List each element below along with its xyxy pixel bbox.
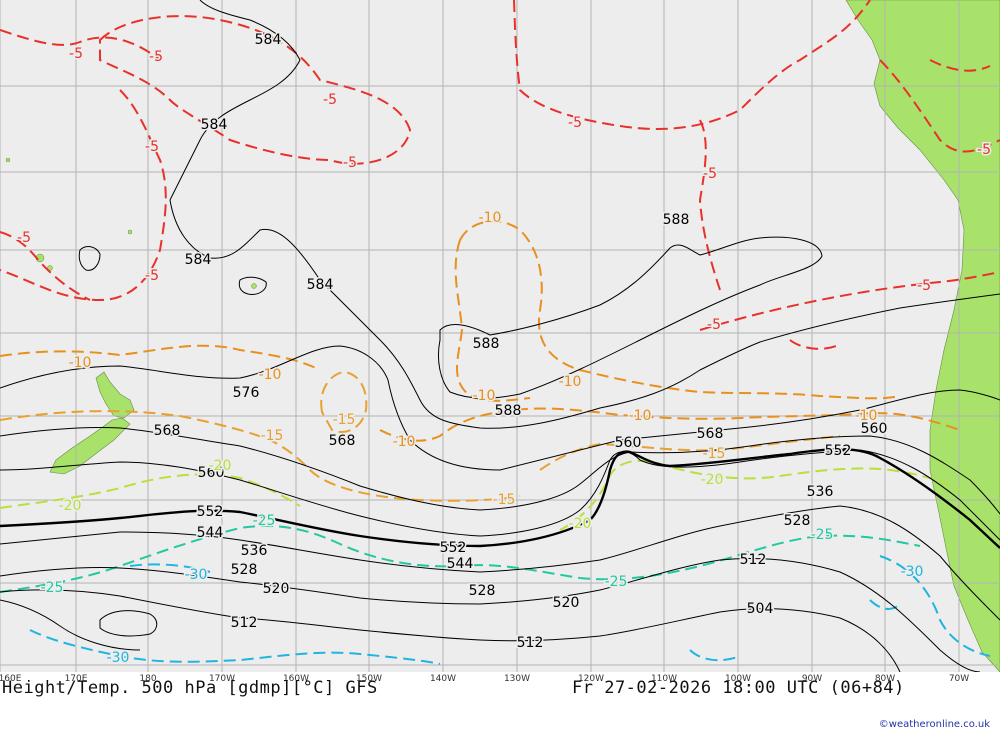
height-contour-label: 560 [861,421,888,437]
temp-contour-label: -20 [59,498,82,514]
temp-contour-label: -30 [107,650,130,666]
footer-band [0,672,1000,733]
height-contours [0,0,1000,673]
temp-contour-label: -10 [69,355,92,371]
height-contour-label: 528 [784,513,811,529]
height-contour-label: 584 [307,277,334,293]
height-contour-labels: 584 584 584 584 588 588 588 576 568 568 568 560 560 5… [152,31,889,653]
temp-contour-label: -20 [209,458,232,474]
temp-contour-label: -5 [145,139,159,155]
longitude-label: 150W [355,674,383,684]
temp-contour-label: -5 [977,142,991,158]
longitude-label: 90W [801,674,823,684]
height-contour-label: 584 [201,117,228,133]
height-contour-label: 536 [807,484,834,500]
temp-contour-label: -25 [605,574,628,590]
temp-contour-label: -15 [333,412,356,428]
small-islands [5,157,257,289]
temp-contour-label: -15 [261,428,284,444]
temp-contour-label: -15 [703,446,726,462]
longitude-label: 130W [503,674,531,684]
temp-contour-label: -15 [493,492,516,508]
longitude-label: 180 [139,674,157,684]
longitude-label: 170W [208,674,236,684]
height-contour-label: 568 [329,433,356,449]
height-contour-label: 520 [263,581,290,597]
temp-contour-label: -5 [917,278,931,294]
height-contour-label: 588 [663,212,690,228]
temp-contour-label: -25 [811,527,834,543]
ocean-background [0,0,1000,672]
temp-contour-label: -10 [855,408,878,424]
temp-contour-label: -5 [343,155,357,171]
height-contour-label: 552 [825,443,852,459]
height-contour-label: 584 [255,32,282,48]
temp-contour-label: -25 [41,580,64,596]
map-title: Height/Temp. 500 hPa [gdmp][°C] GFS [2,678,378,698]
longitude-label: 160W [282,674,310,684]
temp-contour-labels: -5 -5 -5 -5 -5 -5 -5 -5 -5 -5 -5 -5 -10 -10 -10 -10 -10 -… [16,45,993,668]
temp-contour-label: -30 [901,564,924,580]
land-south-america [845,0,1000,673]
temp-contour-label: -10 [629,408,652,424]
longitude-label: 100W [724,674,752,684]
height-contour-label: 528 [231,562,258,578]
height-contour-label: 560 [615,435,642,451]
height-contour-552 [0,448,1000,549]
temp-contour-label: -5 [69,46,83,62]
height-contour-label: 568 [697,426,724,442]
temp-contour-label: -5 [323,92,337,108]
height-contour-label: 512 [517,635,544,651]
temp-contour-label: -25 [253,513,276,529]
height-contour-label: 588 [495,403,522,419]
temp-contour-label: -5 [707,317,721,333]
height-contour-label: 552 [440,540,467,556]
temp-contour-label: -5 [145,268,159,284]
height-contour-label: 544 [447,556,474,572]
temp-contour-label: -20 [701,472,724,488]
longitude-label: 170E [64,674,88,684]
temp-contour-label: -30 [185,567,208,583]
temp-contours-minus30 [29,555,991,665]
height-contour-label: 576 [233,385,260,401]
temp-contours-minus5 [0,0,1000,350]
valid-time: Fr 27-02-2026 18:00 UTC (06+84) [572,678,905,698]
height-contour-label: 544 [197,525,224,541]
temp-contour-label: -10 [479,210,502,226]
height-contour-label: 528 [469,583,496,599]
height-contour-label: 568 [154,423,181,439]
temp-contour-label: -20 [569,516,592,532]
temp-contour-label: -5 [703,166,717,182]
height-contour-label: 584 [185,252,212,268]
height-contour-label: 588 [473,336,500,352]
longitude-label: 110W [650,674,678,684]
longitude-label: 120W [577,674,605,684]
height-contour-label: 560 [198,465,225,481]
longitude-label: 80W [874,674,896,684]
site-credit[interactable]: ©weatheronline.co.uk [878,719,990,730]
height-contour-label: 552 [197,504,224,520]
temp-contours-minus25 [0,525,921,593]
longitude-label: 140W [429,674,457,684]
temp-contour-label: -10 [393,434,416,450]
temp-contour-label: -5 [17,230,31,246]
temp-contours-minus10 [0,220,961,442]
height-contour-label: 536 [241,543,268,559]
temp-contour-label: -10 [559,374,582,390]
temp-contour-label: -10 [473,388,496,404]
longitude-label: 160E [0,674,22,684]
height-contour-label: 512 [231,615,258,631]
temp-contour-label: -5 [568,115,582,131]
height-contour-label: 520 [553,595,580,611]
height-contour-label: 512 [740,552,767,568]
temp-contour-label: -5 [149,49,163,65]
longitude-label: 70W [948,674,970,684]
land-new-zealand [49,371,135,475]
temp-contour-label: -10 [259,367,282,383]
height-contour-label: 504 [747,601,774,617]
lat-lon-grid [0,0,1000,672]
